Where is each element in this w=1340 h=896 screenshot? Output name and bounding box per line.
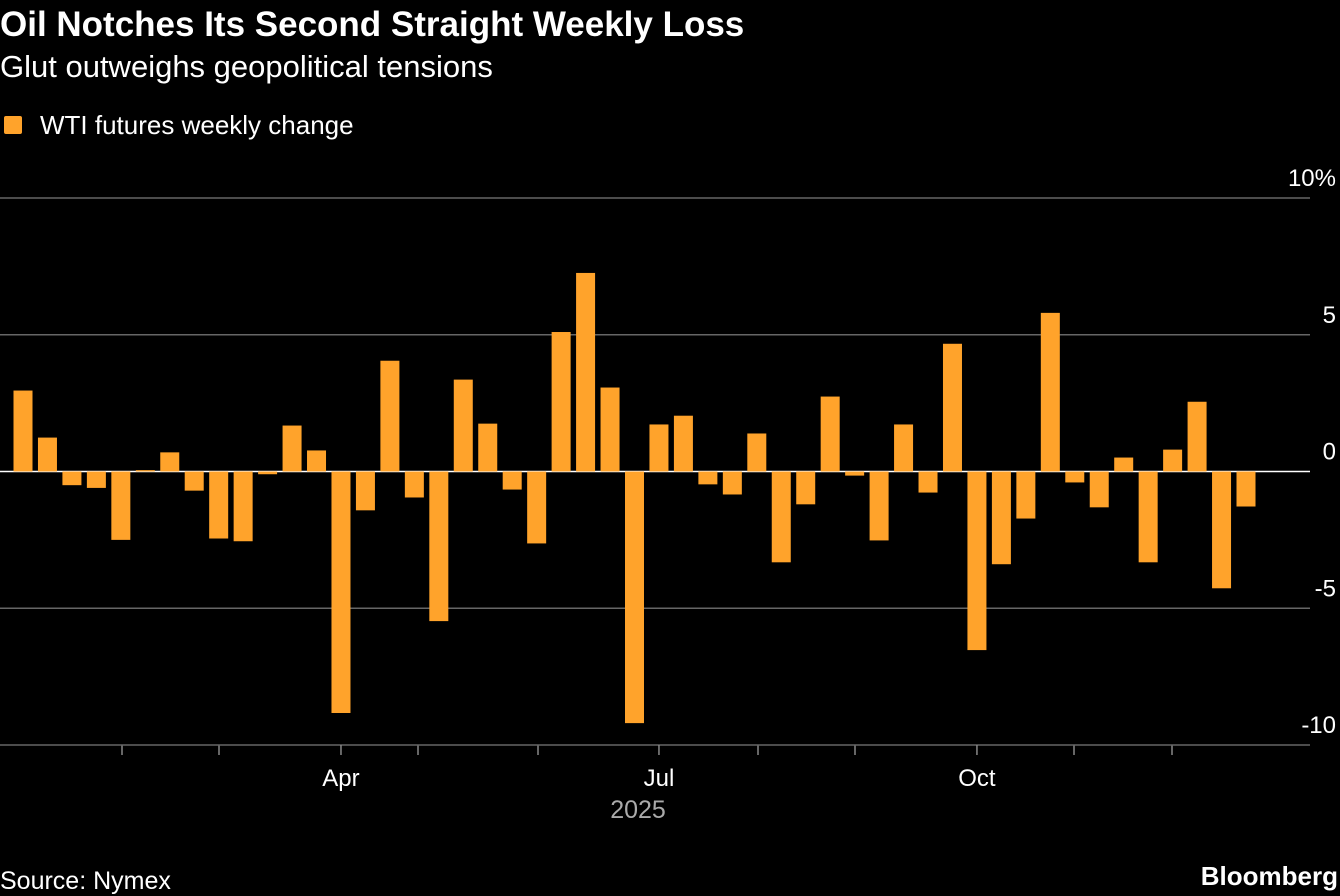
minor-ticks bbox=[121, 745, 1173, 755]
bar bbox=[967, 471, 987, 651]
bar bbox=[355, 471, 375, 511]
bar bbox=[86, 471, 106, 488]
bar bbox=[502, 471, 522, 490]
bar bbox=[1065, 471, 1085, 483]
brand: Bloomberg bbox=[1201, 861, 1338, 891]
y-tick-label: -10 bbox=[1301, 712, 1336, 739]
x-tick-label: Apr bbox=[322, 765, 359, 792]
bar bbox=[796, 471, 816, 505]
bar bbox=[1236, 471, 1256, 507]
bar bbox=[135, 470, 155, 472]
bar bbox=[1187, 401, 1207, 472]
bar bbox=[37, 437, 57, 472]
bar bbox=[258, 471, 278, 475]
x-axis-label: 2025 bbox=[610, 796, 666, 824]
x-tick-label: Jul bbox=[644, 765, 675, 792]
bar bbox=[1212, 471, 1232, 589]
bar bbox=[160, 452, 180, 472]
bar bbox=[13, 390, 33, 472]
bar bbox=[429, 471, 449, 622]
bar bbox=[771, 471, 791, 563]
bar bbox=[918, 471, 938, 493]
y-tick-label: 0 bbox=[1323, 439, 1336, 466]
bar bbox=[404, 471, 424, 498]
bar bbox=[869, 471, 889, 541]
bar bbox=[698, 471, 718, 485]
legend-label: WTI futures weekly change bbox=[40, 110, 354, 140]
bar bbox=[894, 424, 914, 472]
chart-subtitle: Glut outweighs geopolitical tensions bbox=[0, 49, 493, 84]
y-tick-label: 10% bbox=[1288, 165, 1336, 192]
bar bbox=[673, 415, 693, 472]
bar bbox=[1089, 471, 1109, 508]
bar bbox=[209, 471, 229, 539]
bar bbox=[233, 471, 253, 542]
bar bbox=[820, 396, 840, 472]
bar bbox=[527, 471, 547, 544]
bar bbox=[184, 471, 204, 491]
y-tick-label: -5 bbox=[1315, 575, 1336, 602]
bar bbox=[380, 360, 400, 472]
bar bbox=[282, 425, 302, 472]
x-tick-label: Oct bbox=[958, 765, 996, 792]
legend-swatch bbox=[4, 116, 22, 134]
bar bbox=[625, 471, 644, 724]
bar bbox=[942, 343, 962, 472]
bar bbox=[600, 387, 620, 472]
bar bbox=[649, 424, 669, 472]
bar bbox=[722, 471, 742, 495]
bar bbox=[331, 471, 351, 714]
bar bbox=[551, 332, 571, 472]
bar bbox=[453, 379, 473, 472]
bar bbox=[747, 433, 767, 472]
bar bbox=[1163, 449, 1183, 472]
source: Source: Nymex bbox=[0, 867, 171, 895]
bar bbox=[307, 450, 327, 472]
bar bbox=[1016, 471, 1036, 519]
bar bbox=[1040, 312, 1060, 472]
bar bbox=[1138, 471, 1158, 563]
bar bbox=[1114, 457, 1134, 472]
bar bbox=[478, 423, 498, 472]
bar bbox=[991, 471, 1011, 565]
bar bbox=[62, 471, 82, 486]
bar bbox=[111, 471, 131, 540]
y-tick-label: 5 bbox=[1323, 302, 1336, 329]
bar bbox=[576, 272, 596, 472]
bar bbox=[845, 471, 865, 476]
chart-title: Oil Notches Its Second Straight Weekly L… bbox=[0, 5, 744, 44]
